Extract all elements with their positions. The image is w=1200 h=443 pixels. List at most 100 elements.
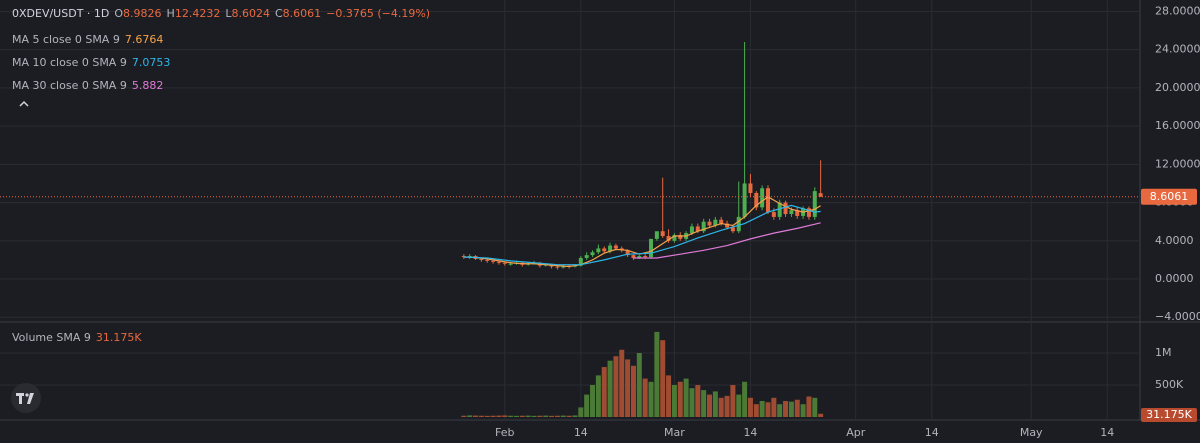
collapse-icon[interactable] (19, 100, 29, 107)
ma-value: 5.882 (131, 79, 164, 92)
volume-bar (648, 381, 654, 417)
volume-bar (800, 404, 806, 417)
candle-body (654, 231, 659, 239)
candle-body (508, 263, 513, 265)
ma-name: MA 5 close 0 SMA 9 (12, 33, 120, 46)
volume-bar (508, 415, 514, 417)
volume-bar (736, 394, 742, 417)
candle-body (491, 260, 496, 262)
candle-body (812, 191, 817, 217)
volume-bar (630, 365, 636, 417)
candle-body (555, 266, 560, 268)
y-tick-label: 28.0000 (1155, 4, 1200, 17)
grid (0, 0, 1140, 420)
x-tick-label: Mar (664, 426, 685, 439)
volume-bar (677, 381, 683, 417)
volume-bar (625, 359, 631, 417)
candle-body (637, 256, 642, 258)
candle-body (496, 261, 501, 263)
ma-row: MA 10 close 0 SMA 9 7.0753 (12, 51, 175, 74)
candle-body (818, 193, 823, 197)
candle-body (701, 221, 706, 232)
candle-body (596, 248, 601, 253)
volume-bar (554, 415, 560, 417)
candle-body (771, 212, 776, 217)
volume-bar (701, 390, 707, 417)
volume-bar (730, 385, 736, 417)
candle-body (760, 188, 765, 208)
candle-body (631, 255, 636, 258)
y-tick-label: 24.0000 (1155, 43, 1200, 56)
volume-bar (759, 401, 765, 417)
x-tick-label: 14 (1100, 426, 1114, 439)
volume-sma-label: 31.175K (1146, 408, 1192, 421)
volume-bar (777, 404, 783, 417)
y-tick-label: 4.0000 (1155, 234, 1194, 247)
volume-bar (818, 413, 824, 417)
y-tick-label: 12.0000 (1155, 157, 1200, 170)
x-tick-label: 14 (925, 426, 939, 439)
candle-body (643, 256, 648, 258)
volume-bar (461, 415, 467, 417)
volume-bar (543, 415, 549, 417)
candle-body (625, 250, 630, 256)
y-tick-label: 16.0000 (1155, 119, 1200, 132)
candle-body (695, 226, 700, 232)
volume-tick-label: 1M (1155, 346, 1172, 359)
candle-body (578, 257, 583, 266)
x-tick-label: 14 (743, 426, 757, 439)
volume-bar (683, 378, 689, 417)
candle-body (479, 258, 484, 260)
volume-bar (595, 375, 601, 417)
volume-bar (537, 415, 543, 417)
ohlc-label: H (166, 7, 175, 20)
x-tick-label: 14 (574, 426, 588, 439)
volume-bar (695, 385, 701, 417)
candle-body (783, 202, 788, 215)
candle-body (730, 227, 735, 232)
ma-legend: MA 5 close 0 SMA 9 7.6764 MA 10 close 0 SM… (12, 28, 175, 97)
last-price-label: 8.6061 (1150, 190, 1189, 203)
volume-bar (496, 415, 502, 417)
volume-bar (660, 340, 666, 417)
ohlc-label: L (225, 7, 232, 20)
candle-body (754, 193, 759, 208)
candle-body (602, 248, 607, 252)
volume-sma-name: Volume SMA 9 (12, 331, 91, 344)
candle-body (608, 245, 613, 252)
volume-bar (578, 407, 584, 417)
volume-bar (525, 415, 531, 417)
candle-body (719, 219, 724, 224)
candle-body (713, 219, 718, 226)
ma-line (463, 204, 821, 266)
candle-body (777, 202, 782, 217)
y-tick-label: 20.0000 (1155, 81, 1200, 94)
ohlc-label: C (274, 7, 283, 20)
x-tick-label: Feb (495, 426, 514, 439)
volume-bar (642, 378, 648, 417)
x-tick-label: Apr (846, 426, 866, 439)
volume-bar (806, 396, 812, 417)
ma-name: MA 30 close 0 SMA 9 (12, 79, 127, 92)
change: −0.3765 (−4.19%) (326, 7, 431, 20)
candle-body (748, 183, 753, 194)
volume-bar (742, 381, 748, 417)
candle-body (502, 262, 507, 264)
ma-line (463, 196, 821, 268)
candle-body (672, 235, 677, 241)
candle-body (461, 256, 466, 258)
ma-row: MA 5 close 0 SMA 9 7.6764 (12, 28, 175, 51)
volume-bar (484, 415, 490, 417)
volume-bar (689, 388, 695, 417)
volume-bar (654, 331, 660, 417)
volume-bar (788, 401, 794, 417)
volume-bar (666, 375, 672, 417)
candle-body (613, 245, 618, 249)
volume-bar (712, 391, 718, 417)
volume-bar (771, 397, 777, 417)
candle-body (806, 208, 811, 217)
ma-value: 7.0753 (131, 56, 171, 69)
volume-bar (812, 397, 818, 417)
